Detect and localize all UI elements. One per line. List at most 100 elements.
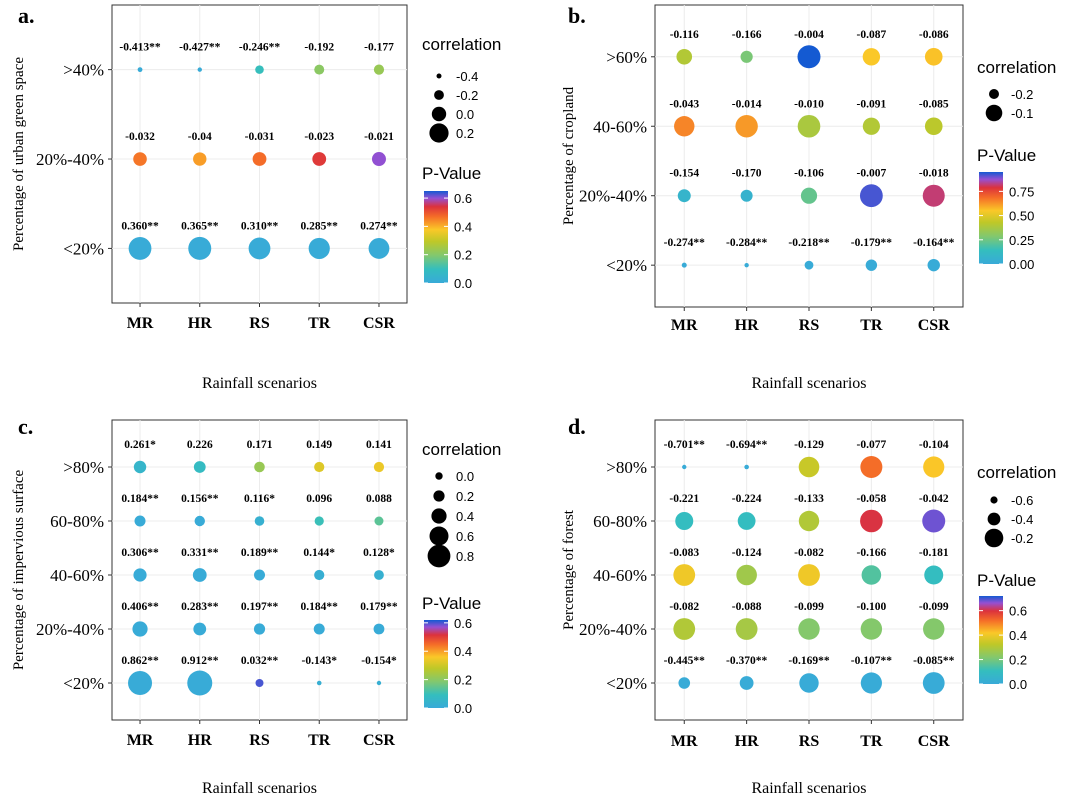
bubble [255,679,264,687]
bubble [253,623,266,635]
bubble [673,564,696,586]
bubble [128,237,152,260]
color-legend-label: 0.2 [454,248,472,263]
bubble [922,509,946,533]
bubble [128,671,153,695]
value-label: -0.023 [304,131,334,143]
panel-a: a. Percentage of urban green space >40% 20%… [11,3,501,392]
value-label: -0.124 [732,547,762,559]
bubble [192,568,207,582]
category-label: TR [860,317,883,334]
value-label: -0.154 [669,168,699,180]
color-legend-label: 0.6 [454,191,472,206]
category-label: HR [735,317,759,334]
size-legend-label: -0.6 [1011,493,1033,508]
bubble [194,515,205,527]
bubble [193,461,206,473]
panel-d: d. Percentage of forest >80% 60-80% 40-60% 20… [561,414,1056,797]
bubble [860,672,882,694]
bubble [922,184,945,207]
value-label: 0.032** [241,655,279,667]
bubble [744,262,749,268]
value-label: 0.096 [306,493,332,505]
value-label: -0.370** [726,655,767,667]
size-legend-dot [431,106,447,122]
bubble [252,152,267,166]
row-label: <20% [63,239,104,258]
value-label: 0.274** [360,220,398,232]
bubble [804,260,814,270]
value-label: 0.306** [121,547,159,559]
bubble [740,50,753,63]
value-label: 0.261* [124,439,156,451]
value-label: -0.082 [794,547,824,559]
bubble [736,564,757,586]
bubble [197,67,202,72]
value-label: -0.031 [245,131,275,143]
value-label: -0.004 [794,29,824,41]
value-label: -0.179** [851,237,892,249]
color-legend-label: 0.2 [1009,653,1027,668]
bubble [132,621,148,637]
panel-b: b. Percentage of cropland >60% 40-60% 20%-40… [561,3,1056,392]
row-label: >40% [63,61,104,80]
size-legend-dot [429,123,449,143]
value-label: -0.04 [188,131,212,143]
category-label: MR [127,315,154,332]
category-label: RS [249,732,270,749]
category-label: HR [188,732,212,749]
bubble [314,569,325,581]
value-label: 0.912** [181,655,219,667]
value-label: -0.701** [664,439,705,451]
size-legend-label: 0.8 [456,549,474,564]
size-legend-label: 0.6 [456,529,474,544]
category-label: TR [308,732,331,749]
color-legend-label: 0.0 [1009,677,1027,692]
bubble [374,570,384,580]
color-legend-title: P-Value [977,146,1036,165]
category-label: HR [735,733,759,750]
category-label: TR [860,733,883,750]
bubble [137,67,143,73]
size-legend-label: -0.4 [1011,512,1033,527]
value-label: -0.143* [302,655,338,667]
value-label: -0.099 [919,601,949,613]
value-label: -0.129 [794,439,824,451]
panel-letter: a. [18,3,35,28]
bubble [188,236,212,260]
y-axis-title: Percentage of urban green space [11,57,27,251]
bubble [371,152,386,167]
value-label: -0.077 [857,439,887,451]
size-legend-dot [433,490,445,502]
size-legend-dot [985,104,1003,122]
value-label: -0.104 [919,439,949,451]
size-legend-label: 0.0 [456,107,474,122]
value-label: 0.189** [241,547,279,559]
value-label: -0.164** [913,237,954,249]
value-label: 0.144* [303,547,335,559]
bubble [924,117,943,136]
bubble [927,258,940,272]
category-label: CSR [918,317,950,334]
color-bar [424,191,448,283]
size-legend-label: -0.1 [1011,106,1033,121]
bubble [368,238,390,259]
bubble [797,114,821,138]
size-legend-dot [429,526,449,546]
bubble [682,464,687,470]
bubble [861,565,882,585]
color-legend-label: 0.0 [454,276,472,291]
category-label: CSR [363,315,395,332]
value-label: 0.331** [181,547,219,559]
color-legend-label: 0.6 [454,616,472,631]
value-label: -0.274** [664,237,705,249]
size-legend-dot [436,73,442,79]
row-label: 40-60% [593,117,647,136]
size-legend-dot [984,528,1004,548]
value-label: 0.156** [181,493,219,505]
value-label: -0.091 [857,98,887,110]
value-label: -0.099 [794,601,824,613]
value-label: -0.107** [851,655,892,667]
bubble [744,464,749,470]
color-legend-label: 0.2 [454,673,472,688]
